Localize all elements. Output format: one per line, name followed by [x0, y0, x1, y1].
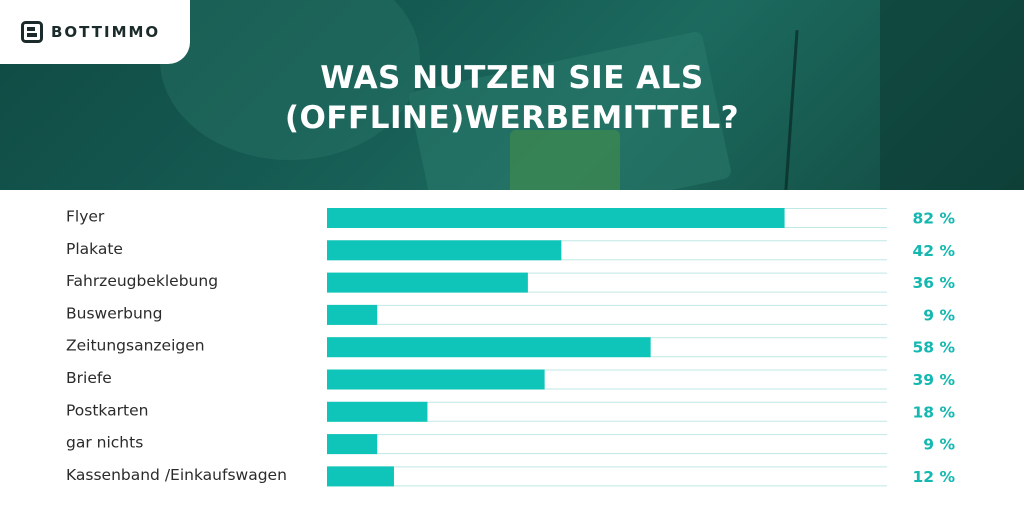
- category-label: gar nichts: [66, 434, 143, 452]
- category-label: Postkarten: [66, 401, 148, 419]
- title-line-1: WAS NUTZEN SIE ALS: [320, 60, 704, 96]
- category-label: Kassenband /Einkaufswagen: [66, 466, 287, 484]
- category-label: Zeitungsanzeigen: [66, 337, 205, 355]
- bar: [327, 466, 394, 487]
- bar-chart: Flyer 82 % Plakate 42 % Fahrzeugbeklebung 36 …: [66, 208, 956, 487]
- page-title: WAS NUTZEN SIE ALS (OFFLINE)WERBEMITTEL?: [250, 58, 774, 138]
- bar: [327, 401, 428, 422]
- value-label: 39 %: [913, 371, 956, 389]
- brand-name: BOTTIMMO: [51, 23, 161, 41]
- hero-banner: BOTTIMMO WAS NUTZEN SIE ALS (OFFLINE)WER…: [0, 0, 1024, 190]
- title-line-2: (OFFLINE)WERBEMITTEL?: [284, 100, 740, 136]
- value-label: 9 %: [923, 306, 955, 324]
- logo: BOTTIMMO: [0, 0, 190, 64]
- bar: [327, 304, 378, 325]
- value-label: 9 %: [923, 436, 955, 454]
- background-shape: [784, 30, 799, 190]
- value-label: 82 %: [913, 210, 956, 228]
- bar: [327, 434, 378, 455]
- value-label: 58 %: [913, 339, 956, 357]
- background-shape: [160, 0, 420, 160]
- value-label: 36 %: [913, 274, 956, 292]
- category-label: Fahrzeugbeklebung: [66, 272, 218, 290]
- bar: [327, 208, 785, 228]
- category-label: Plakate: [66, 240, 123, 258]
- background-shape: [880, 0, 1024, 190]
- bar: [327, 272, 528, 293]
- bottimmo-logo-icon: [21, 21, 43, 43]
- category-label: Buswerbung: [66, 304, 162, 322]
- bar: [327, 369, 545, 390]
- category-label: Briefe: [66, 369, 112, 387]
- value-label: 42 %: [913, 242, 956, 260]
- category-label: Flyer: [66, 208, 105, 226]
- value-label: 18 %: [913, 403, 956, 421]
- value-label: 12 %: [913, 468, 956, 486]
- bar: [327, 240, 562, 261]
- background-shape: [510, 130, 620, 190]
- bar: [327, 337, 651, 358]
